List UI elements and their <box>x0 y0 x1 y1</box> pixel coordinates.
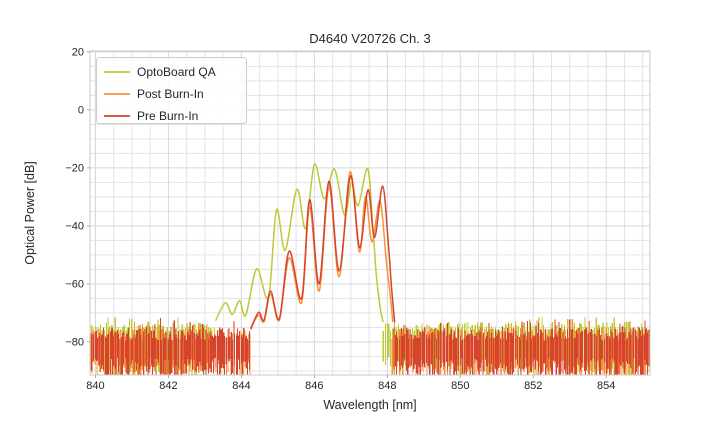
x-tick-label: 848 <box>378 380 396 392</box>
x-tick-label: 852 <box>524 380 542 392</box>
x-tick-label: 846 <box>305 380 323 392</box>
legend: OptoBoard QA Post Burn-In Pre Burn-In <box>96 57 247 124</box>
x-tick-label: 850 <box>451 380 469 392</box>
legend-label: Post Burn-In <box>137 87 204 101</box>
chart-title: D4640 V20726 Ch. 3 <box>309 31 430 46</box>
plot-area <box>90 163 650 375</box>
y-tick-label: −40 <box>65 221 84 233</box>
x-tick-label: 854 <box>597 380 615 392</box>
y-tick-label: −20 <box>65 163 84 175</box>
legend-item: Pre Burn-In <box>104 109 198 123</box>
legend-item: OptoBoard QA <box>104 65 216 79</box>
noise-floor-trace <box>393 319 650 375</box>
legend-label: Pre Burn-In <box>137 109 198 123</box>
x-tick-label: 844 <box>232 380 250 392</box>
axes: 840 842 844 846 848 850 852 854 20 0 −20 −40 −60 −80 <box>65 47 651 392</box>
x-tick-label: 842 <box>159 380 177 392</box>
x-tick-label: 840 <box>86 380 104 392</box>
series-curve-pre-burn-in <box>250 175 396 330</box>
plot-border <box>89 50 651 376</box>
y-tick-label: 0 <box>78 105 84 117</box>
x-axis-label: Wavelength [nm] <box>323 398 416 412</box>
y-axis-label: Optical Power [dB] <box>23 161 37 265</box>
legend-label: OptoBoard QA <box>137 65 216 79</box>
series-pre-burn-in <box>90 175 650 375</box>
legend-box <box>96 57 247 124</box>
y-tick-label: −60 <box>65 279 84 291</box>
y-tick-label: 20 <box>72 47 84 59</box>
y-tick-label: −80 <box>65 337 84 349</box>
legend-item: Post Burn-In <box>104 87 204 101</box>
